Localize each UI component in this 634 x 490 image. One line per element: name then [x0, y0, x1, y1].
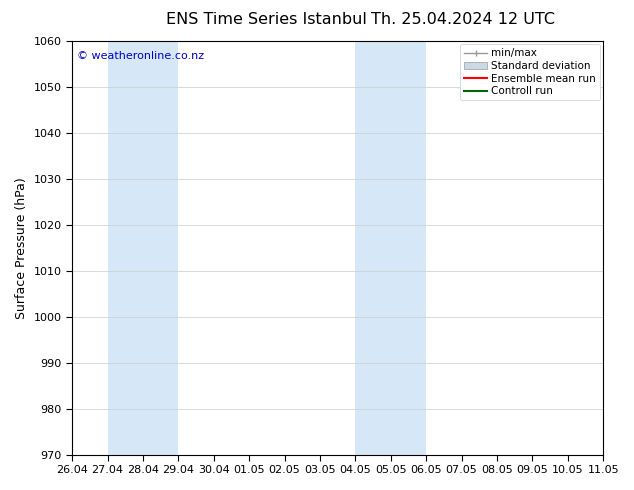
Text: ENS Time Series Istanbul: ENS Time Series Istanbul [166, 12, 366, 27]
Bar [355, 41, 426, 455]
Legend: min/max, Standard deviation, Ensemble mean run, Controll run: min/max, Standard deviation, Ensemble me… [460, 44, 600, 100]
Y-axis label: Surface Pressure (hPa): Surface Pressure (hPa) [15, 177, 28, 318]
Text: Th. 25.04.2024 12 UTC: Th. 25.04.2024 12 UTC [371, 12, 555, 27]
Bar [108, 41, 178, 455]
Text: © weatheronline.co.nz: © weatheronline.co.nz [77, 51, 205, 61]
